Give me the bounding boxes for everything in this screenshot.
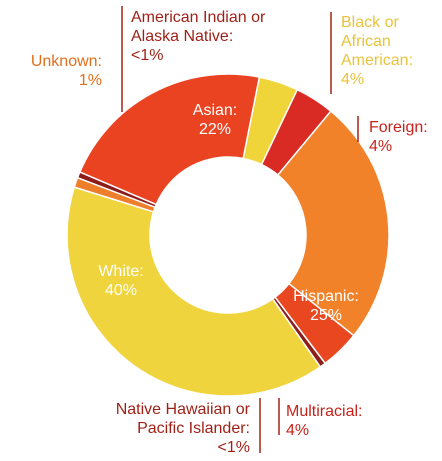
label-hispanic: Hispanic: 25% bbox=[293, 288, 359, 324]
label-american-indian: American Indian or Alaska Native: <1% bbox=[131, 9, 266, 64]
slice-asian bbox=[78, 73, 261, 206]
slice-american-indian-or-alaska-native bbox=[76, 171, 158, 209]
label-native-hawaiian: Native Hawaiian or Pacific Islander: <1% bbox=[115, 401, 250, 456]
label-black: Black or African American: 4% bbox=[341, 14, 414, 88]
label-asian: Asian: 22% bbox=[192, 102, 238, 138]
slice-white bbox=[66, 186, 322, 397]
label-unknown: Unknown: 1% bbox=[30, 53, 102, 89]
label-white: White: 40% bbox=[98, 263, 144, 299]
label-foreign: Foreign: 4% bbox=[369, 119, 428, 155]
slice-hispanic bbox=[276, 110, 390, 337]
label-multiracial: Multiracial: 4% bbox=[286, 403, 363, 439]
